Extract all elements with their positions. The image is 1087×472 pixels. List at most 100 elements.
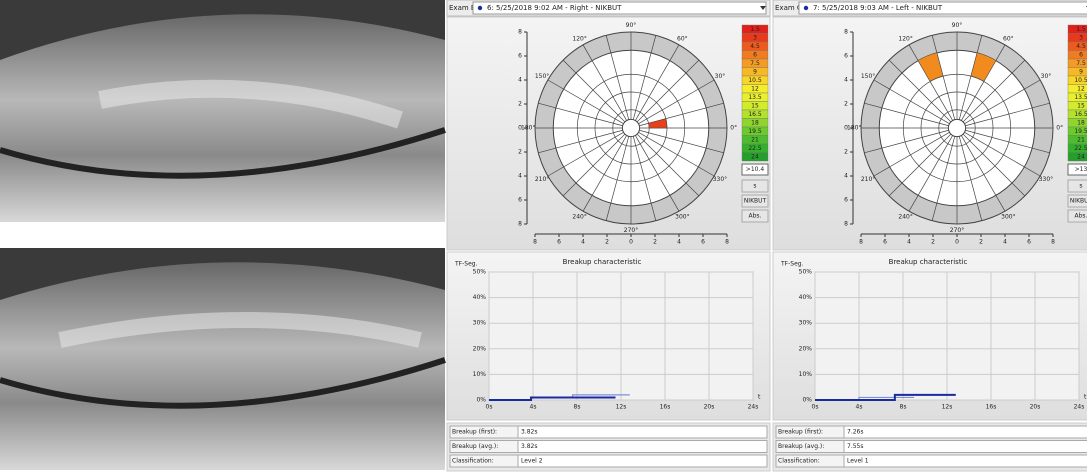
scale-label: 18 xyxy=(1077,119,1085,126)
button[interactable] xyxy=(1067,209,1087,223)
field-value-box xyxy=(843,440,1087,453)
scale-label: 9 xyxy=(753,68,757,75)
y-tick-label: 2 xyxy=(844,101,848,108)
y-tick-label: 8 xyxy=(844,29,848,36)
x-tick-label: 24s xyxy=(748,404,759,411)
polar-spoke xyxy=(961,135,1006,212)
exam-selection[interactable]: 7: 5/25/2018 9:03 AM - Left - NIKBUT xyxy=(813,4,943,12)
angle-label: 120° xyxy=(898,36,912,43)
scale-label: 1.5 xyxy=(1076,26,1086,33)
scale-label: 7.5 xyxy=(1076,60,1086,67)
exam-dropdown[interactable] xyxy=(472,1,767,15)
x-axis-title: t xyxy=(758,394,761,401)
polar-spoke xyxy=(638,79,715,124)
y-tick-label: 4 xyxy=(844,173,848,180)
y-tick-label: 6 xyxy=(844,197,848,204)
scale-cell xyxy=(1067,33,1087,43)
angle-label: 330° xyxy=(713,176,727,183)
exam-label: Exam B: xyxy=(449,4,478,12)
y-tick-label: 4 xyxy=(844,77,848,84)
polar-spoke xyxy=(635,135,680,212)
x-tick-label: 4s xyxy=(856,404,863,411)
button[interactable] xyxy=(741,209,769,223)
y-tick-label: 40% xyxy=(799,294,813,301)
threshold-box xyxy=(1067,163,1087,176)
scale-label: 16.5 xyxy=(748,111,762,118)
step-line xyxy=(815,393,956,401)
angle-label: 30° xyxy=(715,73,726,80)
button[interactable] xyxy=(741,194,769,208)
field-value-box xyxy=(517,425,768,439)
y-tick-label: 20% xyxy=(473,345,487,352)
angle-label: 210° xyxy=(861,176,875,183)
eye-image-top xyxy=(0,0,446,222)
threshold: >10.4 xyxy=(746,166,765,173)
polar-spoke xyxy=(962,133,1026,197)
polar-spoke xyxy=(562,59,626,123)
y-axis-title: TF-Seg. xyxy=(454,261,478,268)
polar-spoke xyxy=(562,133,626,197)
scale-label: 22.5 xyxy=(748,145,762,152)
field-value: 7.55s xyxy=(847,443,864,450)
scale-label: 1.5 xyxy=(750,26,760,33)
y-tick-label: 6 xyxy=(844,53,848,60)
field-value-box xyxy=(517,440,768,453)
polar-center xyxy=(621,118,641,138)
scale-label: 19.5 xyxy=(748,128,762,135)
button[interactable] xyxy=(1067,194,1087,208)
field-label: Breakup (first): xyxy=(778,429,823,436)
field-value: 7.26s xyxy=(847,429,864,436)
button[interactable] xyxy=(1067,179,1087,193)
polar-spoke xyxy=(538,102,623,127)
threshold-box xyxy=(741,163,769,176)
x-tick-label: 6 xyxy=(1027,239,1031,246)
y-tick-label: 0 xyxy=(518,125,522,132)
exam-selection[interactable]: 6: 5/25/2018 9:02 AM - Right - NIKBUT xyxy=(487,4,622,12)
chart-title: Breakup characteristic xyxy=(889,258,968,266)
x-tick-label: 0s xyxy=(486,404,493,411)
x-tick-label: 20s xyxy=(704,404,715,411)
y-tick-label: 6 xyxy=(518,53,522,60)
button-label[interactable]: s xyxy=(1079,183,1082,190)
polar-spoke xyxy=(958,35,983,120)
x-tick-label: 24s xyxy=(1074,404,1085,411)
scale-cell xyxy=(1067,50,1087,60)
button-label[interactable]: NIKBUT xyxy=(744,198,767,205)
exam-dropdown[interactable] xyxy=(798,1,1087,15)
exam-label: Exam C: xyxy=(775,4,804,12)
polar-spoke xyxy=(635,44,680,121)
angle-label: 180° xyxy=(521,125,535,132)
x-tick-label: 2 xyxy=(979,239,983,246)
scale-label: 13.5 xyxy=(748,94,762,101)
polar-spoke xyxy=(873,79,950,124)
button-label[interactable]: NIKBUT xyxy=(1070,198,1087,205)
x-tick-label: 16s xyxy=(986,404,997,411)
field-value-box xyxy=(843,454,1087,468)
polar-sector xyxy=(917,52,944,82)
polar-spoke xyxy=(547,132,624,177)
polar-spoke xyxy=(931,35,956,120)
x-tick-label: 2 xyxy=(653,239,657,246)
scale-label: 18 xyxy=(751,119,759,126)
button-label[interactable]: s xyxy=(753,183,756,190)
field-value: 3.82s xyxy=(521,429,538,436)
y-tick-label: 30% xyxy=(473,320,487,327)
button-label[interactable]: Abs. xyxy=(1075,213,1087,220)
x-tick-label: 4 xyxy=(677,239,681,246)
button-label[interactable]: Abs. xyxy=(749,213,762,220)
polar-spoke xyxy=(965,129,1050,154)
polar-spoke xyxy=(931,136,956,221)
polar-spoke xyxy=(638,132,715,177)
x-tick-label: 6 xyxy=(883,239,887,246)
button[interactable] xyxy=(741,179,769,193)
x-tick-label: 12s xyxy=(616,404,627,411)
polar-spoke xyxy=(964,132,1041,177)
polar-spoke xyxy=(632,136,657,221)
angle-label: 0° xyxy=(730,125,737,132)
dropdown-arrow xyxy=(760,6,766,10)
scale-label: 6 xyxy=(753,51,757,58)
y-tick-label: 0% xyxy=(802,397,812,404)
x-tick-label: 2 xyxy=(605,239,609,246)
y-tick-label: 2 xyxy=(518,149,522,156)
y-tick-label: 2 xyxy=(844,149,848,156)
